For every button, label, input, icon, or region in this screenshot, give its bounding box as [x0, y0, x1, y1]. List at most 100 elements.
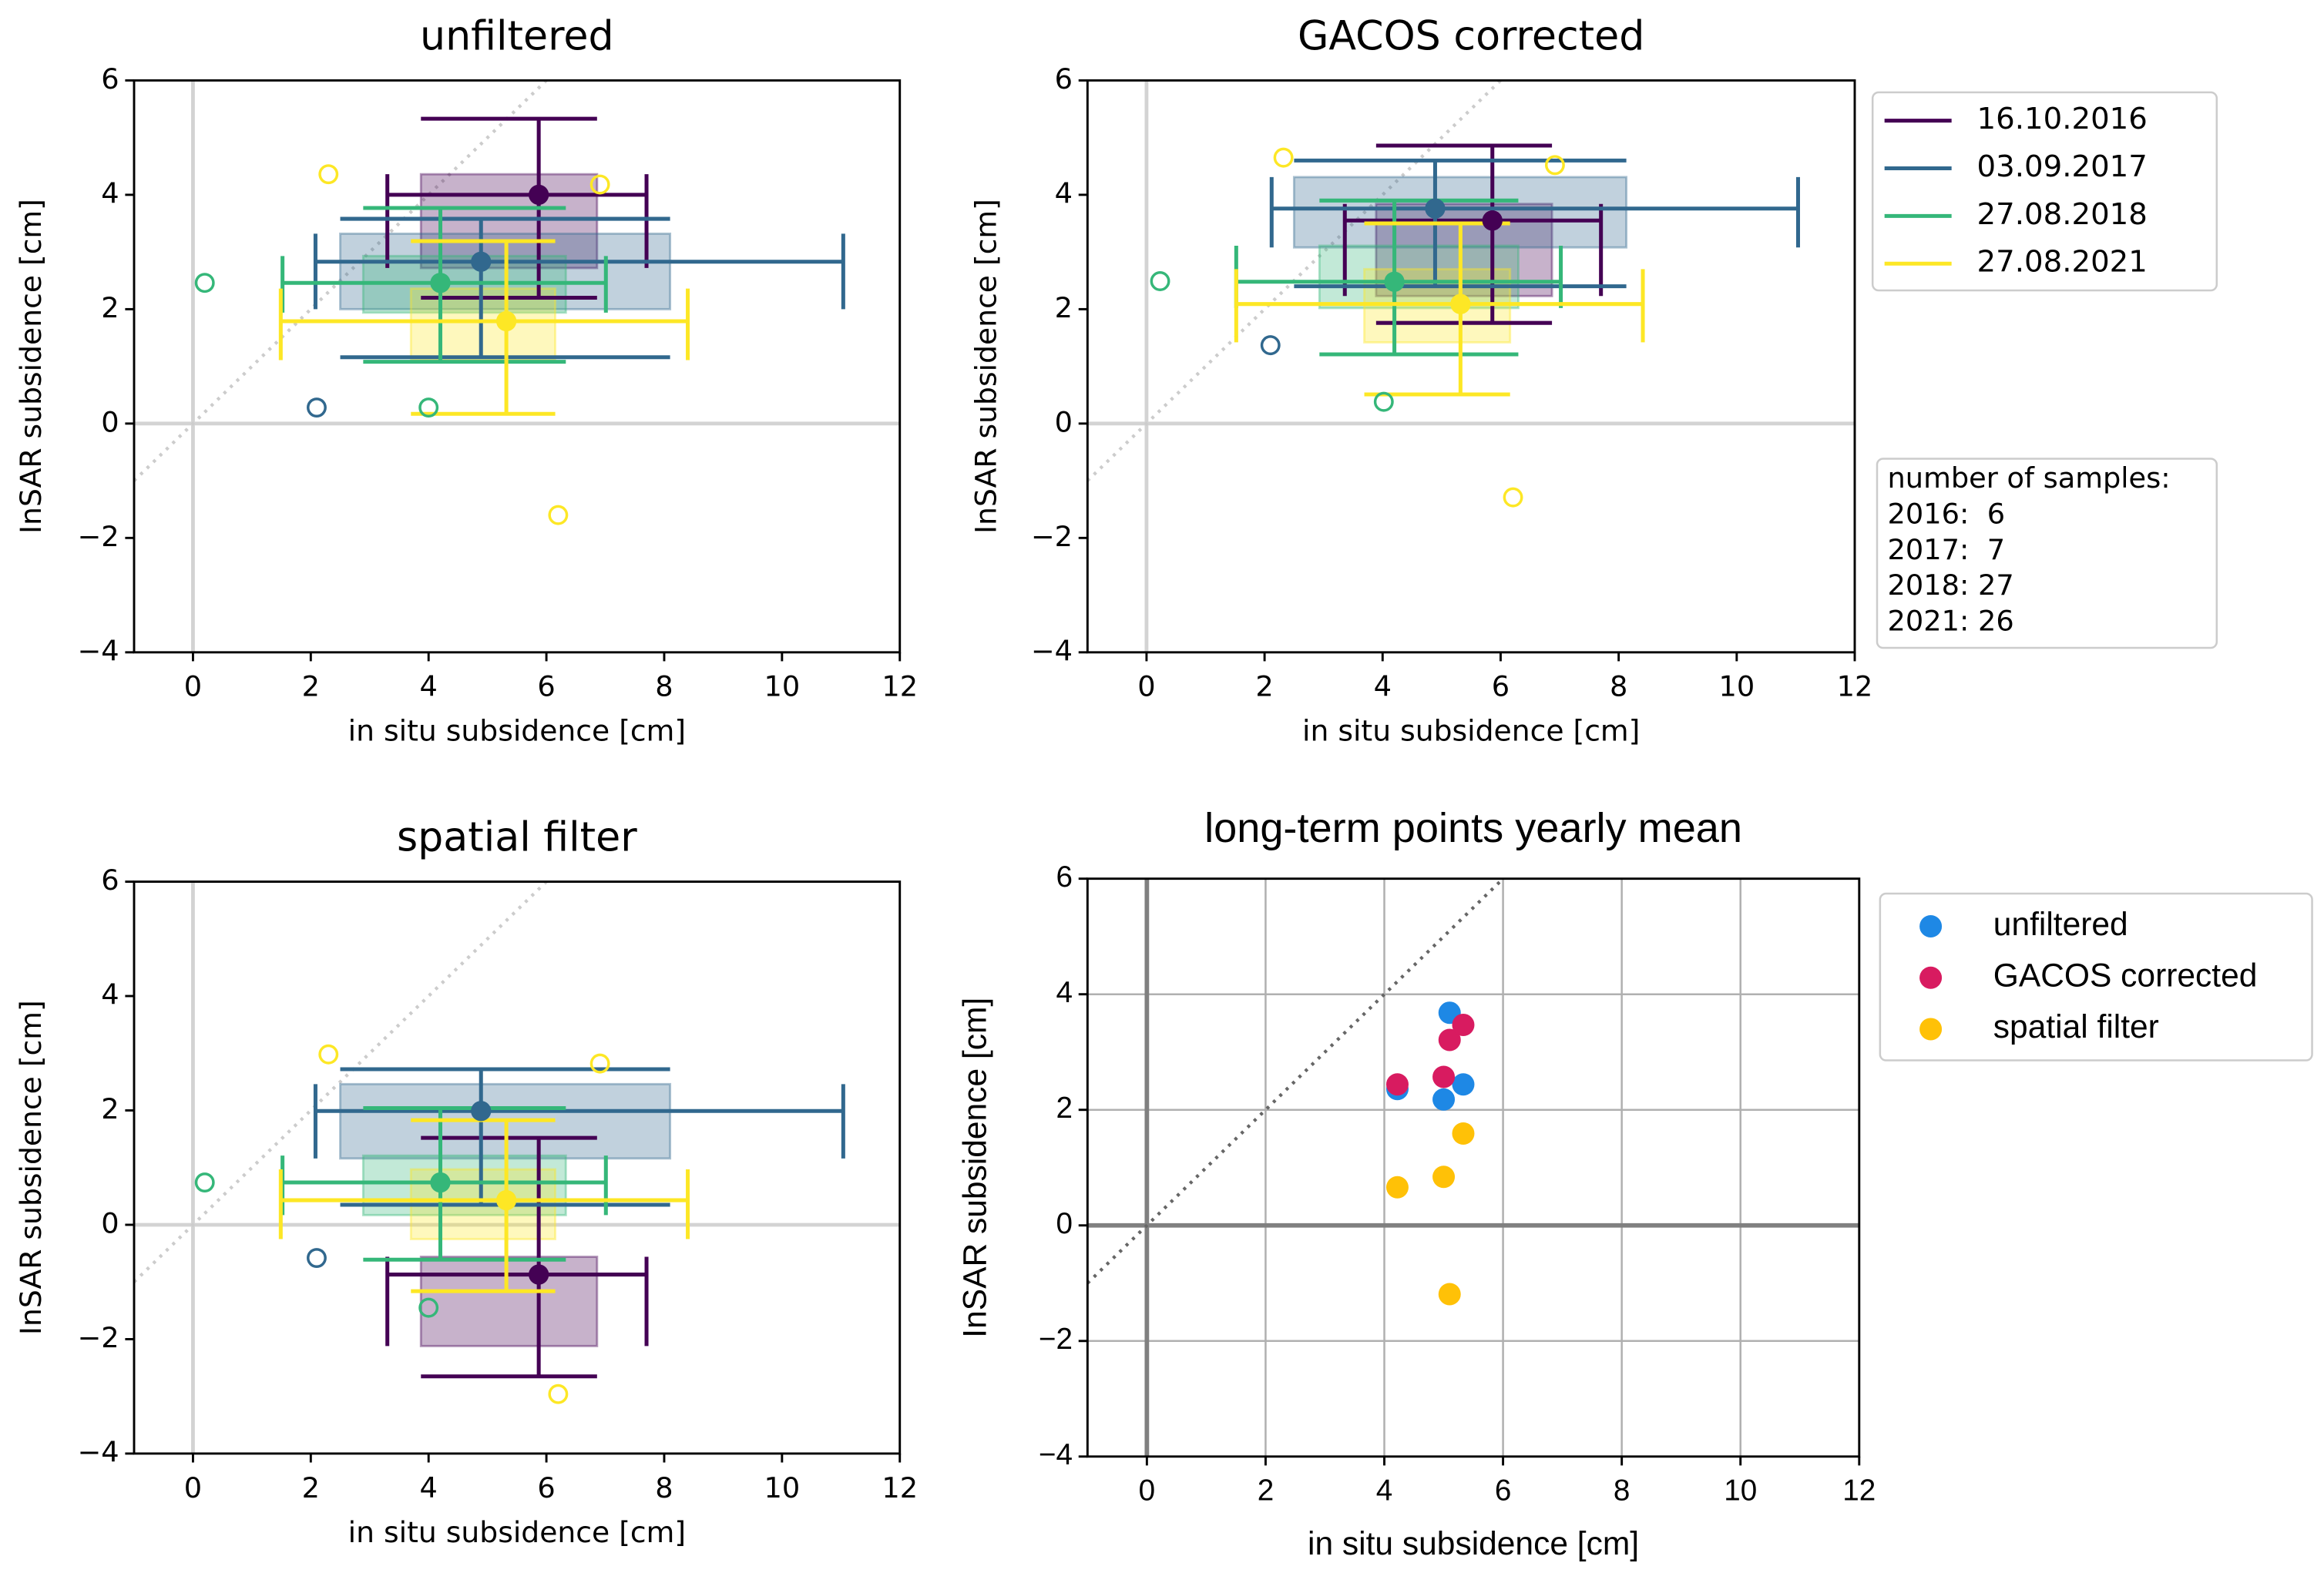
x-axis-label: in situ subsidence [cm] [348, 1515, 686, 1549]
panel: 0 2 4 6 8 10 12 −4 −2 0 2 4 6 unfiltered in situ subsi… [14, 13, 918, 747]
y-tick-label: 4 [1056, 976, 1073, 1009]
iqr-box [409, 287, 557, 361]
mean-point [529, 1264, 549, 1285]
point [1432, 1065, 1456, 1088]
outlier [1544, 155, 1565, 176]
mean-point [495, 1189, 517, 1211]
y-tick-label: 2 [1055, 291, 1073, 324]
x-tick-label: 10 [1724, 1474, 1757, 1507]
outlier [548, 505, 569, 525]
x-tick-label: 12 [882, 670, 918, 703]
outlier [418, 397, 439, 418]
y-tick-label: 0 [101, 405, 119, 438]
annotation-line: 2018: 27 [1888, 568, 2014, 602]
x-tick-label: 12 [1837, 670, 1873, 703]
x-tick-label: 0 [184, 1471, 202, 1504]
y-axis-label: InSAR subsidence [cm] [969, 199, 1002, 534]
legend-label: unfiltered [1993, 906, 2128, 943]
point [1432, 1088, 1456, 1111]
x-tick-label: 4 [1376, 1474, 1392, 1507]
axes-frame [1086, 877, 1861, 1458]
x-tick-label: 0 [1139, 1474, 1156, 1507]
mean-point [1384, 271, 1405, 292]
panel: 0 2 4 6 8 10 12 −4 −2 0 2 4 6 spatial filter in situ s… [14, 814, 918, 1548]
y-tick-label: 4 [101, 978, 119, 1011]
mean-point [1425, 198, 1446, 219]
mean-point [1482, 210, 1503, 231]
iqr-box [1318, 244, 1520, 310]
x-tick-label: 8 [655, 1471, 673, 1504]
x-tick-label: 2 [1258, 1474, 1275, 1507]
axes-frame [1086, 79, 1856, 654]
mean-point [430, 273, 451, 293]
outlier [1150, 271, 1170, 291]
x-tick-label: 4 [1374, 670, 1392, 703]
outlier [194, 1172, 215, 1192]
y-tick-label: −2 [78, 1321, 119, 1354]
legend-label: 03.09.2017 [1977, 149, 2148, 184]
y-tick-label: 4 [1055, 176, 1073, 210]
chart-title: GACOS corrected [1298, 13, 1644, 59]
y-axis-label: InSAR subsidence [cm] [14, 199, 48, 534]
y-tick-label: 4 [101, 176, 119, 210]
mean-point [430, 1172, 451, 1193]
legend-label: spatial filter [1993, 1008, 2159, 1045]
point [1438, 1283, 1461, 1306]
y-tick-label: −2 [1031, 520, 1073, 553]
outlier [1260, 335, 1281, 356]
annotation-line: number of samples: [1888, 461, 2171, 495]
point [1452, 1073, 1475, 1096]
axes-frame [133, 79, 902, 654]
x-tick-label: 12 [882, 1471, 918, 1504]
x-tick-label: 2 [302, 670, 320, 703]
x-tick-label: 12 [1842, 1474, 1876, 1507]
y-tick-label: 0 [1056, 1207, 1073, 1240]
outlier [1273, 147, 1294, 168]
y-tick-label: 2 [101, 1092, 119, 1125]
outlier [318, 164, 339, 185]
x-axis-label: in situ subsidence [cm] [348, 714, 686, 748]
x-axis-label: in situ subsidence [cm] [1302, 714, 1640, 748]
point [1438, 1028, 1461, 1051]
y-tick-label: −4 [78, 634, 119, 667]
iqr-box [419, 1256, 599, 1347]
y-tick-label: 0 [1055, 405, 1073, 438]
y-tick-label: 6 [1055, 62, 1073, 96]
x-tick-label: 8 [1610, 670, 1627, 703]
x-tick-label: 6 [1492, 670, 1510, 703]
outlier [318, 1044, 339, 1065]
legend-swatch [1919, 966, 1943, 989]
outlier [548, 1384, 569, 1404]
y-tick-label: −4 [1031, 634, 1073, 667]
x-tick-label: 10 [764, 1471, 800, 1504]
identity-line [134, 80, 548, 482]
mean-point [471, 251, 492, 272]
x-tick-label: 8 [655, 670, 673, 703]
legend-box [1871, 91, 2218, 292]
y-tick-label: 6 [101, 864, 119, 897]
outlier [589, 1053, 610, 1074]
x-tick-label: 2 [1255, 670, 1273, 703]
x-tick-label: 4 [420, 1471, 438, 1504]
x-tick-label: 2 [302, 1471, 320, 1504]
mean-point [495, 310, 517, 332]
x-tick-label: 6 [537, 670, 555, 703]
identity-line [1087, 878, 1505, 1285]
annotation-box [1876, 458, 2218, 649]
mean-point [1450, 293, 1471, 314]
y-tick-label: −2 [1039, 1323, 1073, 1356]
y-tick-label: 6 [101, 62, 119, 96]
plot-area [1087, 80, 1855, 652]
x-axis-label: in situ subsidence [cm] [1308, 1525, 1639, 1562]
outlier [307, 397, 327, 418]
point [1452, 1013, 1475, 1036]
outlier [1503, 487, 1523, 508]
x-tick-label: 10 [764, 670, 800, 703]
y-tick-label: 0 [101, 1206, 119, 1239]
plot-area [1087, 878, 1859, 1457]
y-tick-label: −4 [1039, 1438, 1073, 1471]
y-tick-label: −4 [78, 1435, 119, 1468]
y-tick-label: 6 [1056, 860, 1073, 894]
point [1385, 1176, 1409, 1199]
y-tick-label: −2 [78, 520, 119, 553]
